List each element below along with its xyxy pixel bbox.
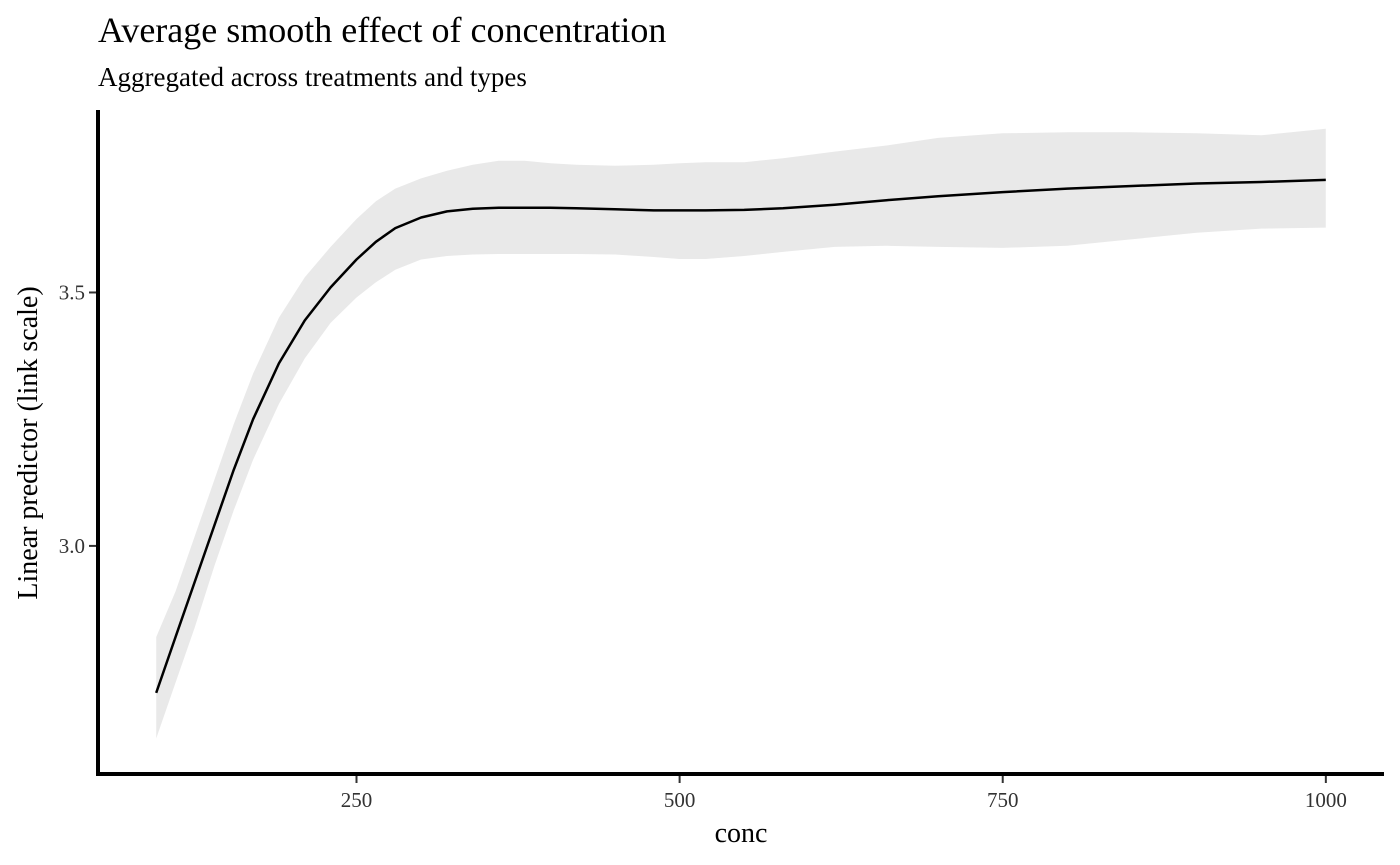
x-tick-label: 1000 xyxy=(1305,788,1347,812)
chart-subtitle: Aggregated across treatments and types xyxy=(98,62,527,92)
chart-title: Average smooth effect of concentration xyxy=(98,10,666,50)
plot-area xyxy=(155,128,1326,739)
x-axis-ticks: 250 500 750 1000 xyxy=(341,776,1347,812)
y-axis-ticks: 3.0 3.5 xyxy=(59,280,96,558)
y-tick-label: 3.5 xyxy=(59,280,85,304)
confidence-ribbon xyxy=(156,128,1326,739)
x-axis-title: conc xyxy=(715,818,768,849)
x-tick-label: 750 xyxy=(987,788,1019,812)
smooth-line xyxy=(155,178,1326,694)
x-tick-label: 250 xyxy=(341,788,373,812)
y-tick-label: 3.0 xyxy=(59,534,85,558)
x-tick-label: 500 xyxy=(664,788,696,812)
y-axis-title: Linear predictor (link scale) xyxy=(13,286,44,599)
